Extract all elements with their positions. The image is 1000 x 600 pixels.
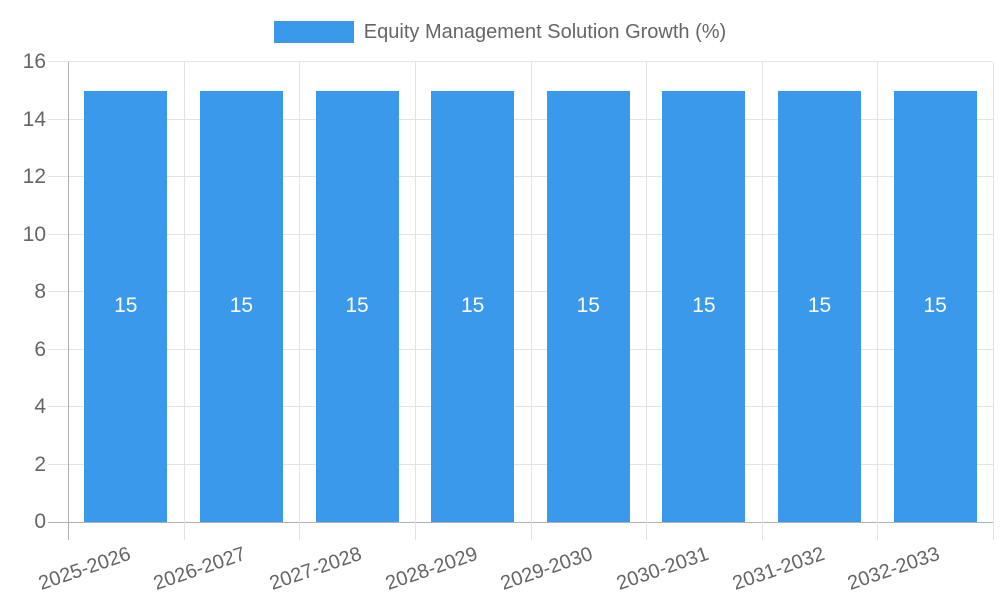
y-axis-tick-label: 2 xyxy=(34,452,46,476)
bar-value-label: 15 xyxy=(692,294,716,318)
bar-2032-2033[interactable] xyxy=(893,90,977,522)
gridline-horizontal xyxy=(48,348,993,350)
bar-value-label: 15 xyxy=(345,294,369,318)
x-axis-tick-label: 2031-2032 xyxy=(729,542,828,595)
y-axis-tick-label: 16 xyxy=(22,50,46,73)
y-axis-tick-label: 0 xyxy=(34,510,46,533)
bar-2031-2032[interactable] xyxy=(778,90,862,522)
y-axis-tick-label: 8 xyxy=(34,280,46,303)
gridline-horizontal xyxy=(48,406,993,407)
bar-value-label: 15 xyxy=(229,294,254,318)
bar-2030-2031[interactable] xyxy=(662,90,746,522)
gridline-horizontal xyxy=(48,233,993,235)
legend-label: Equity Management Solution Growth (%) xyxy=(363,20,727,43)
x-axis-tick-label: 2027-2028 xyxy=(266,542,365,595)
gridline-horizontal xyxy=(48,61,993,62)
bar-2029-2030[interactable] xyxy=(546,90,630,522)
bar-2028-2029[interactable] xyxy=(431,90,515,522)
gridline-horizontal xyxy=(48,291,993,292)
x-axis-tick-label: 2025-2026 xyxy=(35,542,134,595)
y-axis-tick-label: 4 xyxy=(34,395,46,418)
gridline-vertical xyxy=(762,62,763,540)
bar-2025-2026[interactable] xyxy=(84,90,168,522)
gridline-horizontal xyxy=(48,118,993,120)
x-axis-tick-label: 2028-2029 xyxy=(382,542,481,595)
bar-value-label: 15 xyxy=(807,294,832,318)
gridline-vertical xyxy=(877,62,878,540)
gridline-vertical xyxy=(531,62,532,540)
bar-2027-2028[interactable] xyxy=(315,90,399,522)
bar-value-label: 15 xyxy=(923,294,947,318)
gridline-horizontal xyxy=(48,176,993,177)
gridline-vertical xyxy=(993,62,994,540)
gridline-vertical xyxy=(184,62,185,540)
y-axis-tick-label: 14 xyxy=(22,107,46,131)
legend-item[interactable]: Equity Management Solution Growth (%) xyxy=(273,20,727,44)
gridline-vertical xyxy=(646,62,647,540)
bar-2026-2027[interactable] xyxy=(199,90,283,522)
bar-value-label: 15 xyxy=(114,294,138,318)
y-axis-tick-label: 6 xyxy=(34,337,46,361)
gridline-horizontal xyxy=(48,463,993,465)
chart-legend: Equity Management Solution Growth (%) xyxy=(0,14,1000,50)
gridline-vertical xyxy=(415,62,416,540)
x-axis-tick-label: 2026-2027 xyxy=(151,542,249,595)
bar-value-label: 15 xyxy=(461,294,485,318)
x-axis-tick-label: 2029-2030 xyxy=(498,542,596,595)
y-axis-tick-label: 10 xyxy=(22,222,46,246)
x-axis-tick-label: 2032-2033 xyxy=(845,542,943,595)
gridline-vertical xyxy=(299,62,300,540)
x-axis-tick-label: 2030-2031 xyxy=(613,542,712,595)
bar-value-label: 15 xyxy=(576,294,600,318)
y-axis-tick-label: 12 xyxy=(22,165,46,188)
legend-swatch-icon xyxy=(273,21,354,43)
plot-area: 0 2 4 6 8 10 12 14 16 15 15 15 15 15 15 15 15 2025-2026… xyxy=(23,50,994,595)
y-axis-line xyxy=(68,62,69,540)
x-axis-line xyxy=(48,522,993,523)
